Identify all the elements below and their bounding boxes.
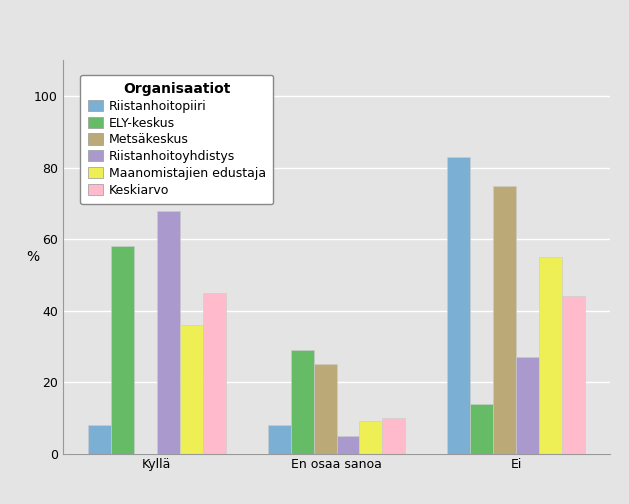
Bar (313, 364, 337, 454)
Bar (382, 418, 406, 454)
Bar (111, 246, 134, 454)
Bar (88, 425, 111, 454)
Bar (516, 357, 539, 454)
Bar (337, 436, 360, 454)
Bar (539, 257, 562, 454)
Bar (203, 293, 226, 454)
Bar (470, 404, 493, 454)
Bar (180, 325, 203, 454)
Bar (267, 425, 291, 454)
Bar (447, 157, 470, 454)
Bar (157, 211, 180, 454)
Legend: Riistanhoitopiiri, ELY-keskus, Metsäkeskus, Riistanhoitoyhdistys, Maanomistajien: Riistanhoitopiiri, ELY-keskus, Metsäkesk… (80, 75, 274, 204)
Bar (360, 421, 382, 454)
Bar (562, 296, 585, 454)
Bar (493, 185, 516, 454)
Y-axis label: %: % (26, 250, 40, 264)
Bar (291, 350, 313, 454)
